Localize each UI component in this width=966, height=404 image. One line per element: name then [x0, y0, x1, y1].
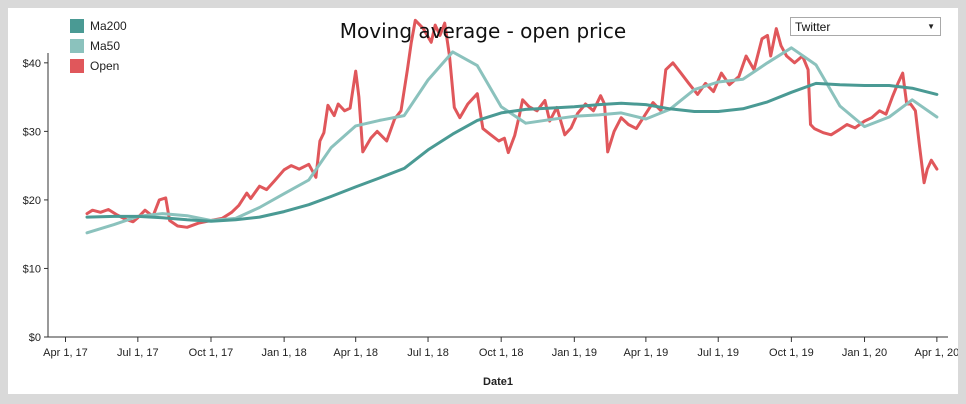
legend-label: Ma50: [90, 39, 121, 53]
legend-swatch: [70, 59, 84, 73]
x-tick-label: Oct 1, 19: [769, 347, 814, 359]
legend-swatch: [70, 19, 84, 33]
chart-title: Moving average - open price: [339, 19, 627, 43]
legend-label: Open: [90, 59, 120, 73]
company-dropdown-value: Twitter: [795, 19, 831, 34]
x-tick-label: Apr 1, 19: [624, 347, 669, 359]
company-dropdown[interactable]: Twitter ▼: [790, 17, 941, 36]
x-tick-label: Jan 1, 18: [261, 347, 306, 359]
legend-swatch: [70, 39, 84, 53]
y-tick-label: $0: [29, 332, 41, 344]
legend-item-ma50: Ma50: [70, 36, 127, 56]
x-tick-label: Oct 1, 17: [189, 347, 234, 359]
chart-frame: $0 $10 $20 $30 $40 Apr 1, 17 Jul 1, 17 Oct 1, 1…: [8, 8, 958, 394]
chevron-down-icon: ▼: [927, 22, 935, 31]
y-tick-label: $30: [23, 126, 41, 138]
y-tick-label: $40: [23, 58, 41, 70]
y-tick-label: $20: [23, 195, 41, 207]
x-tick-label: Jul 1, 17: [117, 347, 159, 359]
legend-item-ma200: Ma200: [70, 16, 127, 36]
x-tick-label: Apr 1, 17: [43, 347, 88, 359]
legend-item-open: Open: [70, 56, 127, 76]
x-tick-label: Jan 1, 19: [552, 347, 597, 359]
x-tick-label: Oct 1, 18: [479, 347, 524, 359]
series-line-open: [85, 18, 939, 229]
x-axis-title: Date1: [483, 376, 513, 388]
x-tick-label: Apr 1, 20: [915, 347, 958, 359]
x-tick-label: Jul 1, 18: [407, 347, 449, 359]
x-tick-label: Apr 1, 18: [333, 347, 378, 359]
series-line-ma200: [85, 81, 939, 223]
chart-plot: $0 $10 $20 $30 $40 Apr 1, 17 Jul 1, 17 Oct 1, 1…: [23, 18, 958, 388]
legend-label: Ma200: [90, 19, 127, 33]
x-tick-label: Jan 1, 20: [842, 347, 887, 359]
y-tick-label: $10: [23, 263, 41, 275]
legend: Ma200 Ma50 Open: [70, 16, 127, 76]
x-tick-label: Jul 1, 19: [697, 347, 739, 359]
